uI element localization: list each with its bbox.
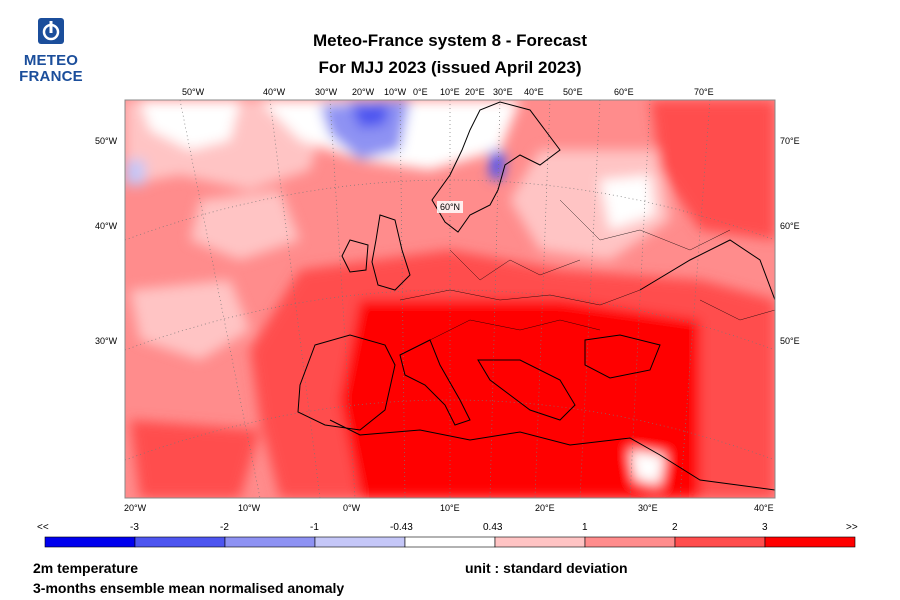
colorbar — [44, 536, 856, 548]
colorbar-segment — [44, 536, 136, 548]
lon-label-top: 10°W — [384, 87, 407, 97]
lon-label-top: 40°W — [263, 87, 286, 97]
lon-label-top: 0°E — [413, 87, 428, 97]
coastlines — [297, 101, 775, 491]
lon-label-top: 20°E — [465, 87, 485, 97]
unit-label: unit : standard deviation — [465, 560, 628, 576]
side-label-left: 50°W — [95, 136, 118, 146]
lon-label-top: 10°E — [440, 87, 460, 97]
chart-title: Meteo-France system 8 - Forecast — [313, 31, 587, 50]
colorbar-label: 0.43 — [483, 522, 503, 533]
chart-subtitle: For MJJ 2023 (issued April 2023) — [318, 58, 582, 77]
colorbar-segment — [764, 536, 856, 548]
lon-label-top: 40°E — [524, 87, 544, 97]
colorbar-segment — [584, 536, 676, 548]
graticule-label: 60°N — [440, 202, 460, 212]
lon-label-top: 50°E — [563, 87, 583, 97]
side-label-left: 40°W — [95, 221, 118, 231]
colorbar-label: 2 — [672, 522, 678, 533]
borders — [399, 199, 775, 341]
logo-text-line1: METEO — [23, 52, 79, 69]
lon-label-bottom: 40°E — [754, 503, 774, 513]
colorbar-segment — [314, 536, 406, 548]
lon-label-top: 30°E — [493, 87, 513, 97]
meteo-france-logo: METEO FRANCE — [18, 16, 84, 85]
colorbar-segment — [134, 536, 226, 548]
lon-label-bottom: 20°W — [124, 503, 147, 513]
lon-label-top: 50°W — [182, 87, 205, 97]
colorbar-label: 3 — [762, 522, 768, 533]
side-label-right: 70°E — [780, 136, 800, 146]
lon-label-top: 70°E — [694, 87, 714, 97]
lon-label-bottom: 30°E — [638, 503, 658, 513]
colorbar-segment — [494, 536, 586, 548]
colorbar-segment — [404, 536, 496, 548]
variable-label: 2m temperature — [33, 560, 139, 576]
side-label-left: 30°W — [95, 336, 118, 346]
colorbar-segment — [674, 536, 766, 548]
colorbar-label: >> — [846, 522, 858, 533]
colorbar-label: << — [37, 522, 49, 533]
logo-text-line2: FRANCE — [19, 68, 83, 85]
lon-label-bottom: 10°W — [238, 503, 261, 513]
lon-label-top: 20°W — [352, 87, 375, 97]
colorbar-label: -3 — [130, 522, 139, 533]
colorbar-label: 1 — [582, 522, 588, 533]
colorbar-label: -1 — [310, 522, 319, 533]
meteo-france-emblem-icon — [38, 18, 64, 44]
anomaly-field — [125, 100, 775, 498]
lon-label-top: 60°E — [614, 87, 634, 97]
colorbar-segment — [224, 536, 316, 548]
side-label-right: 60°E — [780, 221, 800, 231]
statistic-label: 3-months ensemble mean normalised anomal… — [33, 580, 345, 596]
lon-label-top: 30°W — [315, 87, 338, 97]
side-label-right: 50°E — [780, 336, 800, 346]
lon-label-bottom: 20°E — [535, 503, 555, 513]
colorbar-label: -0.43 — [390, 522, 413, 533]
lon-label-bottom: 0°W — [343, 503, 361, 513]
colorbar-label: -2 — [220, 522, 229, 533]
lon-label-bottom: 10°E — [440, 503, 460, 513]
